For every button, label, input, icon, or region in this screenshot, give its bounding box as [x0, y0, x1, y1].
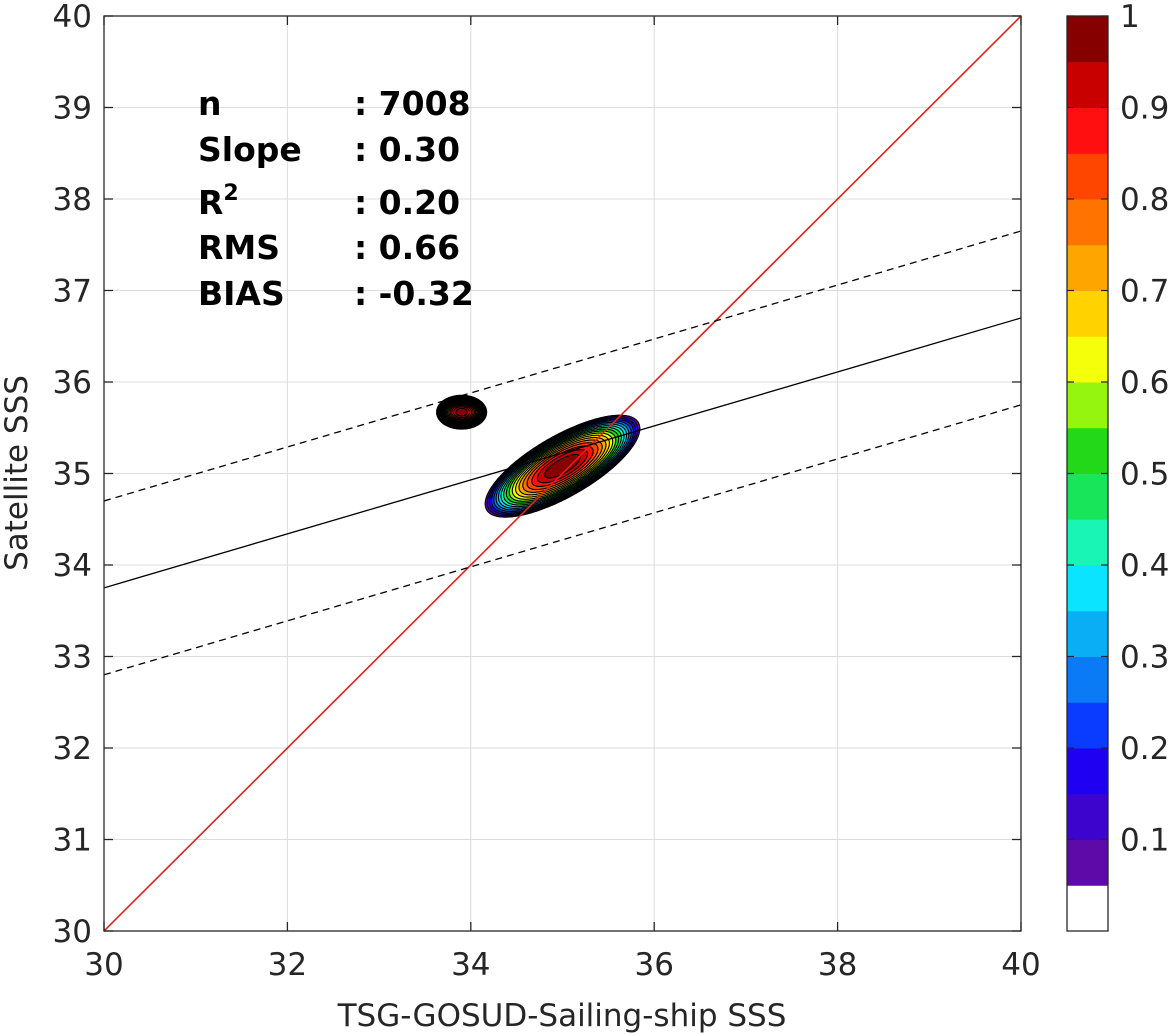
- x-axis-label: TSG-GOSUD-Sailing-ship SSS: [337, 998, 787, 1034]
- colorbar-tick-label: 0.3: [1120, 640, 1169, 676]
- colorbar-tick-label: 0.9: [1120, 91, 1169, 127]
- stat-name: BIAS: [198, 274, 285, 313]
- colorbar-tick-label: 0.1: [1120, 823, 1169, 859]
- colorbar-band: [1067, 290, 1108, 337]
- regression-plus-rms-line: [104, 230, 1021, 502]
- y-tick-label: 38: [53, 182, 92, 218]
- stat-value: : -0.32: [354, 274, 474, 313]
- one-to-one-line: [104, 16, 1021, 931]
- y-tick-label: 32: [53, 731, 92, 767]
- colorbar-band: [1067, 748, 1108, 795]
- x-tick-label: 40: [1001, 947, 1040, 983]
- colorbar-band: [1067, 199, 1108, 246]
- stat-value: : 7008: [354, 84, 471, 123]
- y-tick-label: 36: [53, 365, 92, 401]
- colorbar-band: [1067, 793, 1108, 840]
- colorbar-tick-label: 0.8: [1120, 182, 1169, 218]
- colorbar-band: [1067, 382, 1108, 429]
- x-tick-label: 32: [268, 947, 307, 983]
- statistics-box: n : 7008 Slope : 0.30 R2 : 0.20 RMS : 0.66 BIAS:…: [198, 84, 474, 313]
- stat-name: n: [198, 84, 222, 123]
- y-tick-label: 33: [53, 640, 92, 676]
- colorbar-tick-label: 0.6: [1120, 365, 1169, 401]
- colorbar-band: [1067, 565, 1108, 612]
- colorbar-tick-label: 0.4: [1120, 548, 1169, 584]
- stat-superscript: 2: [223, 181, 238, 206]
- colorbar-band: [1067, 702, 1108, 749]
- x-tick-label: 34: [451, 947, 490, 983]
- colorbar-band: [1067, 473, 1108, 520]
- stat-value: : 0.66: [354, 228, 460, 267]
- colorbar-tick-label: 0.5: [1120, 457, 1169, 493]
- contour-level: [455, 407, 581, 479]
- x-tick-label: 30: [84, 947, 123, 983]
- colorbar-band: [1067, 839, 1108, 886]
- y-tick-label: 35: [53, 457, 92, 493]
- x-tick-label: 38: [818, 947, 857, 983]
- y-tick-label: 40: [53, 0, 92, 35]
- grid-lines: [104, 16, 1021, 931]
- colorbar-band: [1067, 153, 1108, 200]
- regression-line: [104, 317, 1021, 589]
- stat-name: Slope: [198, 130, 302, 169]
- colorbar-tick-label: 0.7: [1120, 274, 1169, 310]
- stat-name: RMS: [198, 228, 280, 267]
- colorbar-band: [1067, 336, 1108, 383]
- y-tick-label: 30: [53, 914, 92, 950]
- regression-minus-rms-line: [104, 404, 1021, 676]
- y-tick-label: 37: [53, 274, 92, 310]
- colorbar: 0.1 0.2 0.3 0.4 0.5 0.6 0.7 0.8 0.9 1: [1066, 0, 1169, 932]
- colorbar-band: [1067, 656, 1108, 703]
- stat-value: : 0.20: [354, 183, 460, 222]
- colorbar-band: [1067, 61, 1108, 108]
- density-contours: [436, 394, 641, 518]
- axis-ticks: 30 32 34 36 38 40 30 31 32 33 34 35 36 37 38 39 40: [53, 0, 1041, 983]
- x-tick-label: 36: [634, 947, 673, 983]
- colorbar-band: [1067, 16, 1108, 63]
- stat-name: R2: [198, 181, 239, 222]
- y-axis-label: Satellite SSS: [0, 375, 35, 571]
- colorbar-band: [1067, 610, 1108, 657]
- colorbar-tick-label: 1: [1120, 0, 1140, 35]
- y-tick-label: 39: [53, 91, 92, 127]
- y-tick-label: 34: [53, 548, 92, 584]
- colorbar-band: [1067, 519, 1108, 566]
- colorbar-band: [1067, 107, 1108, 154]
- y-tick-label: 31: [53, 823, 92, 859]
- colorbar-band: [1067, 885, 1108, 932]
- colorbar-band: [1067, 427, 1108, 474]
- stat-value: : 0.30: [354, 130, 460, 169]
- colorbar-band: [1067, 244, 1108, 291]
- colorbar-tick-label: 0.2: [1120, 731, 1169, 767]
- reference-lines: [104, 16, 1021, 931]
